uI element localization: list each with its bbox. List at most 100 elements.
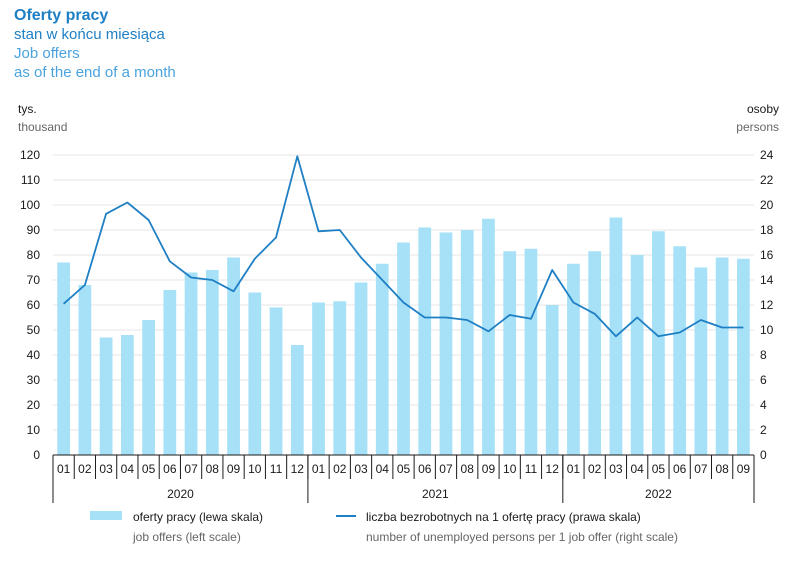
left-tick-label: 90	[27, 223, 41, 237]
left-tick-label: 30	[27, 373, 41, 387]
bar	[227, 257, 240, 455]
x-tick-label: 04	[630, 462, 644, 476]
legend-bars-label-en: job offers (left scale)	[132, 530, 241, 544]
right-tick-label: 22	[760, 173, 774, 187]
bar	[120, 335, 134, 455]
bar	[524, 248, 538, 455]
left-tick-label: 10	[27, 423, 41, 437]
x-tick-label: 06	[418, 462, 432, 476]
x-tick-label: 02	[588, 462, 602, 476]
bar	[545, 305, 559, 455]
left-tick-label: 50	[27, 323, 41, 337]
bar	[142, 320, 155, 455]
bar	[290, 345, 304, 455]
x-tick-label: 08	[461, 462, 475, 476]
bar	[652, 231, 665, 455]
chart-title: Oferty pracy	[14, 7, 109, 24]
x-tick-label: 12	[291, 462, 305, 476]
x-tick-label: 02	[78, 462, 92, 476]
bar	[460, 230, 474, 455]
legend-line-label-en: number of unemployed persons per 1 job o…	[366, 530, 678, 544]
left-tick-label: 120	[20, 148, 40, 162]
left-tick-label: 0	[33, 448, 40, 462]
bar	[397, 242, 410, 455]
bar	[269, 307, 283, 455]
bar	[694, 267, 708, 455]
title-block: Oferty pracy stan w końcu miesiąca Job o…	[14, 6, 176, 82]
x-tick-label: 04	[121, 462, 135, 476]
bar	[630, 255, 644, 455]
x-tick-label: 09	[737, 462, 751, 476]
x-tick-label: 07	[439, 462, 453, 476]
bar	[439, 232, 453, 455]
x-tick-label: 05	[397, 462, 411, 476]
bar	[99, 337, 113, 455]
right-tick-label: 4	[760, 398, 767, 412]
x-tick-label: 03	[354, 462, 368, 476]
right-tick-label: 12	[760, 298, 774, 312]
bar	[588, 251, 602, 455]
x-tick-label: 09	[482, 462, 496, 476]
x-tick-label: 03	[609, 462, 623, 476]
right-tick-label: 8	[760, 348, 767, 362]
x-tick-label: 05	[652, 462, 666, 476]
bar	[184, 272, 198, 455]
year-label: 2022	[645, 487, 672, 501]
right-tick-label: 16	[760, 248, 774, 262]
series-line	[63, 155, 744, 338]
x-tick-label: 08	[206, 462, 220, 476]
x-tick-label: 04	[376, 462, 390, 476]
bar	[163, 290, 177, 455]
line-series	[63, 155, 744, 338]
bar	[673, 246, 687, 455]
x-tick-label: 11	[270, 462, 283, 476]
left-tick-label: 110	[21, 173, 40, 187]
x-tick-label: 11	[525, 462, 538, 476]
bar	[375, 263, 389, 455]
bar	[354, 282, 368, 455]
legend-bar-swatch	[90, 511, 122, 520]
bar	[482, 218, 495, 455]
right-tick-label: 0	[760, 448, 767, 462]
right-tick-label: 20	[760, 198, 774, 212]
right-axis-unit: osoby	[747, 102, 779, 116]
x-tick-label: 12	[546, 462, 560, 476]
bar	[78, 285, 92, 455]
left-tick-label: 60	[27, 298, 41, 312]
bar-series	[57, 217, 750, 455]
x-tick-label: 06	[673, 462, 687, 476]
left-axis-ticks: 0 10 20 30 40 50 60 70 80 90 100 110 120	[20, 148, 40, 462]
x-tick-label: 05	[142, 462, 156, 476]
right-tick-label: 2	[760, 423, 767, 437]
right-tick-label: 14	[760, 273, 774, 287]
legend-line-label: liczba bezrobotnych na 1 ofertę pracy (p…	[366, 510, 641, 524]
left-tick-label: 70	[27, 273, 41, 287]
left-tick-label: 80	[27, 248, 41, 262]
x-tick-label: 01	[57, 462, 71, 476]
x-tick-label: 08	[715, 462, 729, 476]
chart-subtitle: stan w końcu miesiąca	[14, 26, 165, 43]
bar	[312, 302, 325, 455]
left-tick-label: 20	[27, 398, 41, 412]
right-tick-label: 24	[760, 148, 774, 162]
left-axis-unit: tys.	[18, 102, 37, 116]
bar	[418, 227, 432, 455]
right-axis-unit-en: persons	[736, 120, 779, 134]
x-tick-label: 07	[184, 462, 198, 476]
year-label: 2021	[422, 487, 449, 501]
bar	[205, 270, 219, 455]
x-tick-label: 01	[567, 462, 581, 476]
x-tick-label: 10	[503, 462, 517, 476]
x-axis: 01 02 03 04 05 06 07 08 09 10 11 12 01 02 03 04 05 06 07 08…	[52, 454, 755, 503]
x-tick-label: 03	[99, 462, 113, 476]
chart-title-en: Job offers	[14, 45, 80, 62]
left-tick-label: 100	[20, 198, 40, 212]
x-tick-label: 07	[694, 462, 708, 476]
left-axis-unit-en: thousand	[18, 120, 67, 134]
chart-subtitle-en: as of the end of a month	[14, 64, 176, 81]
right-tick-label: 6	[760, 373, 767, 387]
bar	[737, 258, 750, 455]
legend-bars-label: oferty pracy (lewa skala)	[133, 510, 263, 524]
